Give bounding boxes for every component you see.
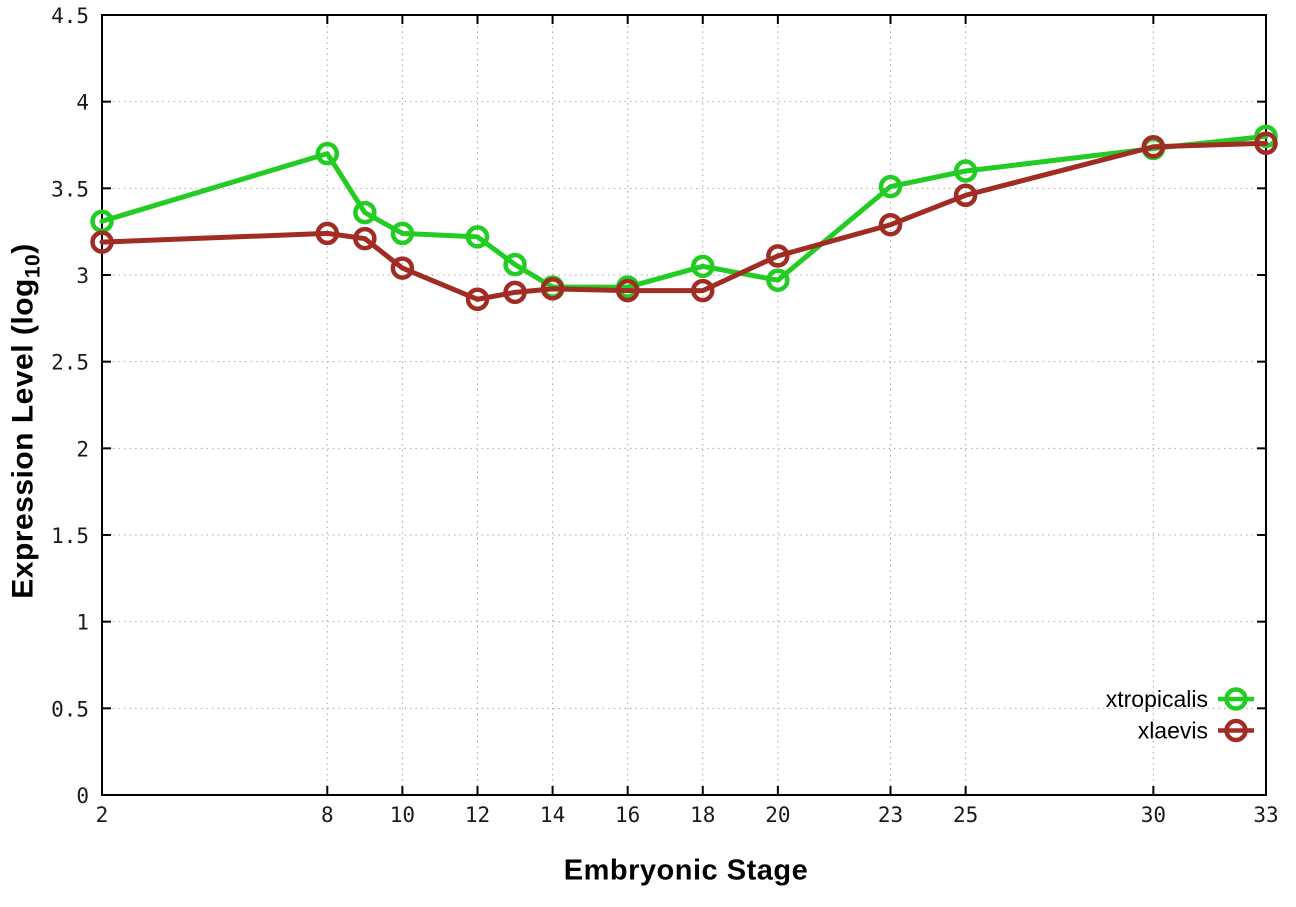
data-point-xlaevis: [878, 212, 903, 237]
data-point-xtropicalis: [353, 200, 377, 225]
legend-marker-xtropicalis: [1224, 687, 1248, 711]
x-tick-label: 18: [690, 803, 715, 827]
data-point-xlaevis: [766, 244, 790, 268]
data-point-xlaevis: [1141, 134, 1166, 159]
y-tick-label: 0: [76, 784, 89, 808]
data-point-xlaevis: [503, 280, 527, 305]
x-tick-label: 8: [321, 803, 334, 827]
data-point-xtropicalis: [691, 254, 715, 279]
plot-border: [101, 14, 1267, 796]
x-tick-label: 16: [615, 803, 640, 827]
data-point-xlaevis: [1254, 131, 1278, 156]
y-tick-label: 4: [76, 91, 89, 115]
x-tick-label: 25: [953, 803, 978, 827]
data-point-xtropicalis: [503, 252, 527, 277]
y-tick-label: 1.5: [51, 524, 89, 548]
data-point-xlaevis: [390, 256, 415, 280]
legend-label-xtropicalis: xtropicalis: [1106, 686, 1208, 712]
data-point-xlaevis: [953, 183, 978, 208]
x-tick-label: 33: [1253, 803, 1278, 827]
y-tick-label: 2: [76, 437, 89, 461]
x-tick-label: 12: [465, 803, 490, 827]
data-point-xtropicalis: [390, 221, 415, 246]
data-point-xlaevis: [315, 221, 340, 246]
y-tick-label: 3.5: [51, 177, 89, 201]
y-axis-label: Expression Level (log10): [7, 243, 46, 598]
data-point-xtropicalis: [315, 141, 340, 166]
y-axis-label-close: ): [6, 243, 40, 254]
data-point-xtropicalis: [878, 174, 903, 199]
data-point-xlaevis: [691, 278, 715, 303]
x-tick-label: 20: [765, 803, 790, 827]
x-tick-label: 14: [540, 803, 565, 827]
data-point-xlaevis: [465, 287, 490, 312]
y-tick-label: 0.5: [51, 697, 89, 721]
y-tick-label: 2.5: [51, 351, 89, 375]
x-tick-label: 30: [1141, 803, 1166, 827]
x-tick-label: 2: [96, 803, 109, 827]
data-point-xlaevis: [615, 278, 640, 303]
x-tick-label: 23: [878, 803, 903, 827]
data-point-xlaevis: [353, 226, 377, 251]
data-point-xtropicalis: [1254, 124, 1278, 149]
series-line-xtropicalis: [99, 133, 1269, 290]
y-tick-label: 3: [76, 264, 89, 288]
y-axis-label-text: Expression Level (log: [6, 278, 40, 599]
legend-marker-xlaevis: [1224, 718, 1248, 743]
y-tick-label: 4.5: [51, 4, 89, 28]
data-point-xtropicalis: [953, 159, 978, 183]
data-point-xlaevis: [540, 277, 565, 301]
x-tick-label: 10: [390, 803, 415, 827]
y-tick-label: 1: [76, 611, 89, 635]
data-point-xtropicalis: [465, 225, 490, 249]
x-axis-label: Embryonic Stage: [563, 854, 809, 887]
y-axis-label-subscript: 10: [21, 253, 45, 279]
data-point-xlaevis: [90, 230, 114, 254]
data-point-xtropicalis: [766, 268, 790, 292]
legend-label-xlaevis: xlaevis: [1138, 718, 1208, 744]
